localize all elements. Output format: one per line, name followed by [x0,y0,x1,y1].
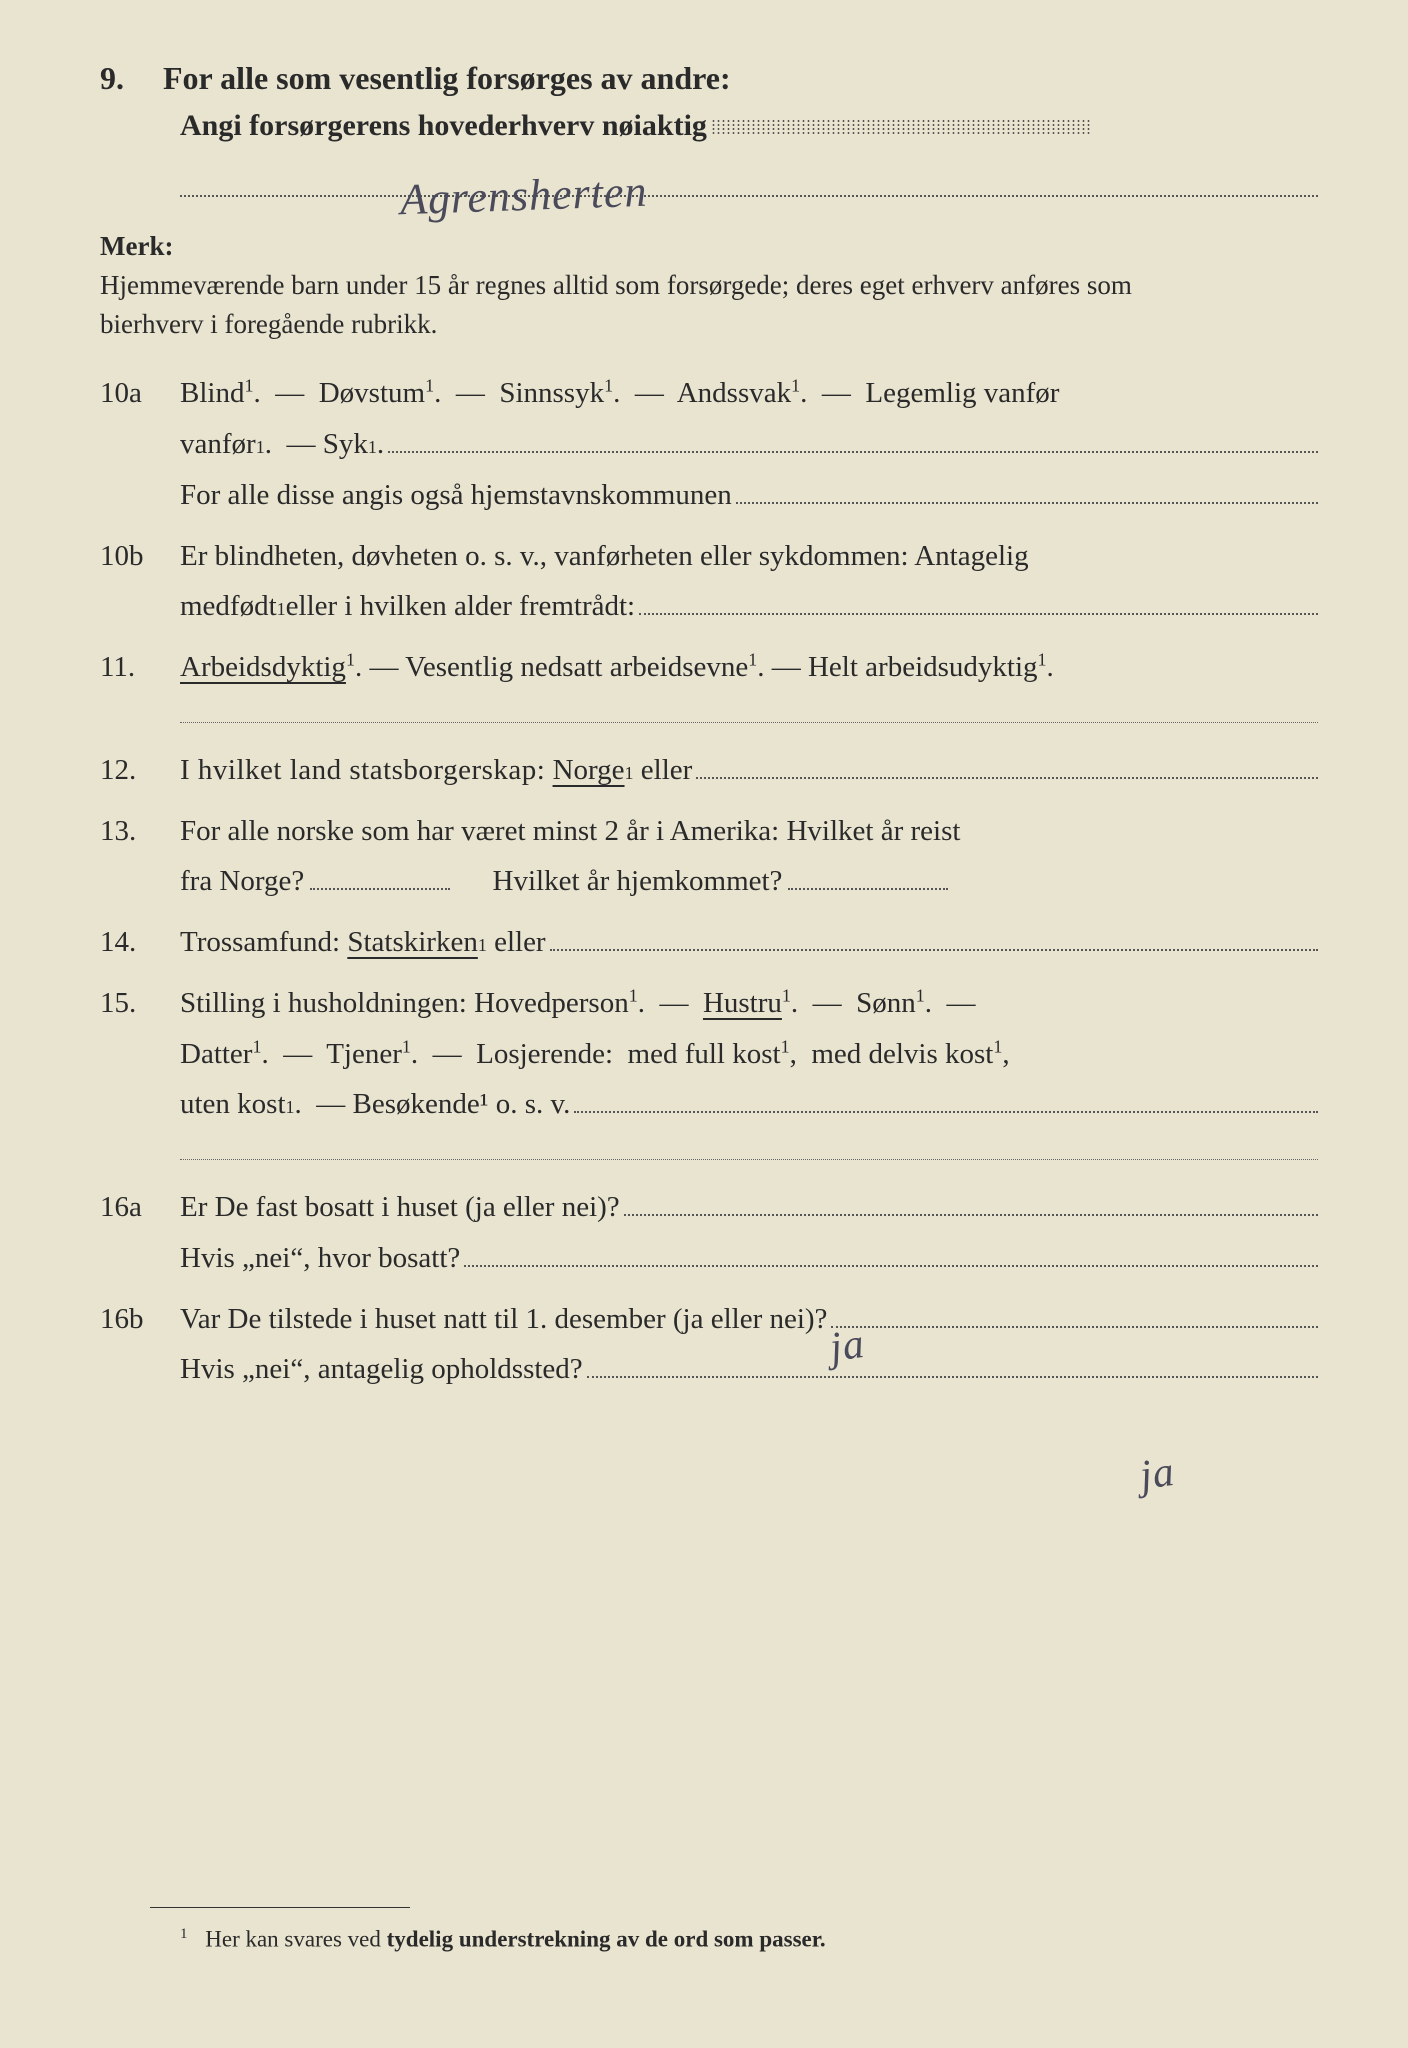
q9-handwritten-answer: Agrensherten [399,166,648,226]
q14-number: 14. [100,917,180,968]
q9-title: For alle som vesentlig forsørges av andr… [163,60,731,96]
q13-text: For alle norske som har været minst 2 år… [180,806,1318,908]
q16a-handwritten-answer: ja [827,1320,868,1372]
q10a-number: 10a [100,368,180,520]
q11-number: 11. [100,642,180,693]
q12-text: I hvilket land statsborgerskap: Norge1 e… [180,745,1318,796]
q10b-text: Er blindheten, døvheten o. s. v., vanfør… [180,531,1318,633]
q9-dotted-fill [711,119,1091,135]
merk-text: Hjemmeværende barn under 15 år regnes al… [100,266,1218,344]
q14-text: Trossamfund: Statskirken1 eller [180,917,1318,968]
q9-number: 9. [100,60,155,97]
q16b-number: 16b [100,1294,180,1396]
q16a-number: 16a [100,1182,180,1284]
q10a-line2: For alle disse angis også hjemstavnskomm… [180,470,1318,521]
q12-number: 12. [100,745,180,796]
section-divider [180,721,1318,723]
q16b-handwritten-answer: ja [1137,1448,1178,1500]
q10b-number: 10b [100,531,180,633]
q9-blank-line [180,173,1318,197]
section-divider-2 [180,1158,1318,1160]
q9-subtitle: Angi forsørgerens hovederhverv nøiaktig [180,109,707,143]
footnote-rule [150,1907,410,1908]
q11-options: Arbeidsdyktig1. — Vesentlig nedsatt arbe… [180,642,1318,693]
footnote: 1 Her kan svares ved tydelig understrekn… [180,1926,826,1953]
q15-number: 15. [100,978,180,1130]
merk-label: Merk: [100,227,195,266]
q13-number: 13. [100,806,180,908]
q16b-content: Var De tilstede i huset natt til 1. dese… [180,1294,1318,1396]
q16a-content: Er De fast bosatt i huset (ja eller nei)… [180,1182,1318,1284]
q15-text: Stilling i husholdningen: Hovedperson1. … [180,978,1318,1130]
q10a-options: Blind1. — Døvstum1. — Sinnssyk1. — Andss… [180,368,1318,470]
